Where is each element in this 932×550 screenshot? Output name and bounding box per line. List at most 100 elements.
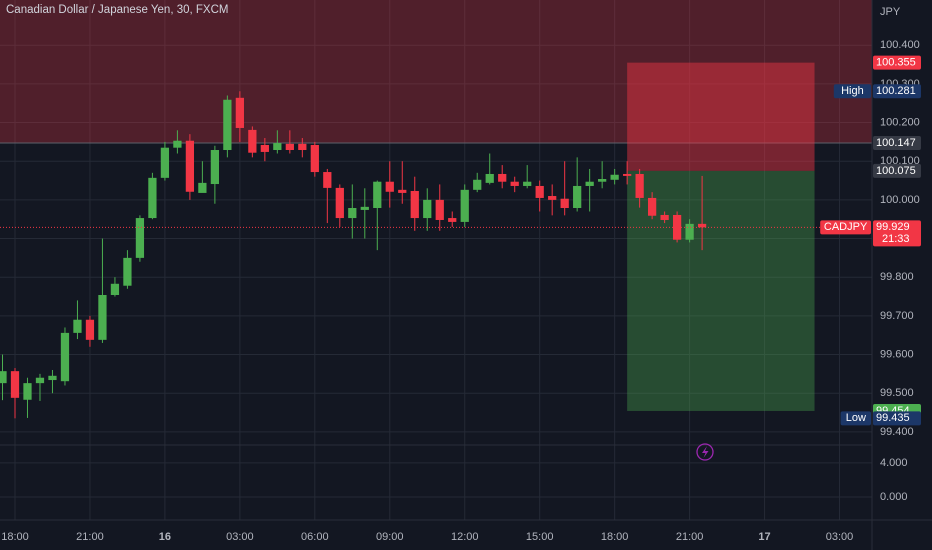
x-tick-label: 03:00 <box>826 531 854 543</box>
candle-body <box>410 190 419 219</box>
y-tick-label: 100.000 <box>880 194 920 206</box>
candle-body <box>185 140 195 192</box>
candle-body <box>298 143 307 151</box>
candle-body <box>335 187 344 219</box>
candle-body <box>10 371 20 398</box>
price-labels: 99.40099.50099.60099.70099.80099.900100.… <box>1 39 921 543</box>
candle-body <box>648 197 657 216</box>
x-tick-label: 16 <box>159 531 171 543</box>
position-reward <box>627 170 815 411</box>
candle-body <box>60 332 70 382</box>
candle-body <box>248 129 257 153</box>
candle-body <box>85 319 95 340</box>
position-risk <box>627 62 815 171</box>
x-tick-label: 12:00 <box>451 531 479 543</box>
candle-body <box>310 144 319 173</box>
alert-icon[interactable] <box>696 443 714 461</box>
y-tick-label: 100.400 <box>880 39 920 51</box>
candle-body <box>535 185 544 198</box>
price-label-box <box>873 84 921 99</box>
candle-body <box>273 143 282 151</box>
price-label-box <box>873 55 921 70</box>
x-tick-label: 17 <box>758 531 770 543</box>
candle-body <box>672 214 682 240</box>
candle-body <box>460 189 469 222</box>
price-name: CADJPY <box>824 221 868 233</box>
y-tick-label: 99.500 <box>880 387 914 399</box>
candle-body <box>348 208 357 219</box>
x-tick-label: 09:00 <box>376 531 404 543</box>
x-tick-label: 06:00 <box>301 531 329 543</box>
candle-body <box>160 147 170 178</box>
candle-body <box>73 319 82 333</box>
x-tick-label: 03:00 <box>226 531 254 543</box>
price-label-box <box>873 163 921 178</box>
price-name-box <box>820 220 871 235</box>
candle-body <box>697 223 707 228</box>
candle-body <box>235 97 244 128</box>
currency-label: JPY <box>880 6 901 18</box>
candle-body <box>173 140 182 148</box>
candle-body <box>123 257 132 286</box>
candle-body <box>198 182 207 193</box>
candle-body <box>23 383 32 400</box>
candle-body <box>398 189 407 193</box>
price-label: 100.281 <box>876 85 916 97</box>
price-countdown: 21:33 <box>882 233 910 245</box>
candle-body <box>560 198 569 209</box>
price-name: High <box>841 85 864 97</box>
candle-body <box>660 214 669 220</box>
candle-body <box>448 218 457 222</box>
candle-body <box>35 377 45 384</box>
candle-body <box>148 177 157 219</box>
price-name-box <box>840 411 871 426</box>
x-tick-label: 21:00 <box>676 531 704 543</box>
chart-title: Canadian Dollar / Japanese Yen, 30, FXCM <box>6 4 228 16</box>
candle-body <box>473 179 482 190</box>
price-name: Low <box>846 412 866 424</box>
candle-body <box>385 181 394 192</box>
candle-body <box>510 181 519 186</box>
candle-body <box>48 375 57 381</box>
indicator-tick-label: 0.000 <box>880 491 908 503</box>
candle-body <box>685 223 694 240</box>
price-label-box <box>873 411 921 426</box>
candle-body <box>373 181 382 209</box>
candle-body <box>210 150 219 185</box>
resistance-zone <box>0 0 872 144</box>
y-tick-label: 100.200 <box>880 116 920 128</box>
candle-body <box>285 143 294 151</box>
candle-body <box>598 179 607 182</box>
candle-body <box>423 199 432 219</box>
candle-body <box>260 144 269 152</box>
x-tick-label: 18:00 <box>1 531 29 543</box>
candle-body <box>610 174 619 180</box>
price-label: 100.147 <box>876 137 916 149</box>
price-label: 100.075 <box>876 165 916 177</box>
zones <box>0 0 872 411</box>
candle-body <box>323 172 332 188</box>
candle-body <box>435 199 444 220</box>
y-tick-label: 99.600 <box>880 348 914 360</box>
candle-body <box>498 173 507 182</box>
candle-body <box>548 196 557 200</box>
candle-body <box>585 181 594 186</box>
candle-body <box>573 185 582 209</box>
candle-body <box>98 294 107 340</box>
candle-body <box>0 371 7 384</box>
price-label: 99.435 <box>876 412 910 424</box>
x-tick-label: 21:00 <box>76 531 104 543</box>
candle-body <box>135 218 145 258</box>
price-label: 100.355 <box>876 57 916 69</box>
price-label-box <box>873 136 921 151</box>
price-name-box <box>833 84 871 99</box>
y-tick-label: 99.700 <box>880 310 914 322</box>
x-tick-label: 18:00 <box>601 531 629 543</box>
candle-body <box>523 181 532 186</box>
price-label: 99.929 <box>876 221 910 233</box>
indicator-tick-label: 4.000 <box>880 457 908 469</box>
candle-body <box>360 206 369 210</box>
grid <box>0 0 872 520</box>
